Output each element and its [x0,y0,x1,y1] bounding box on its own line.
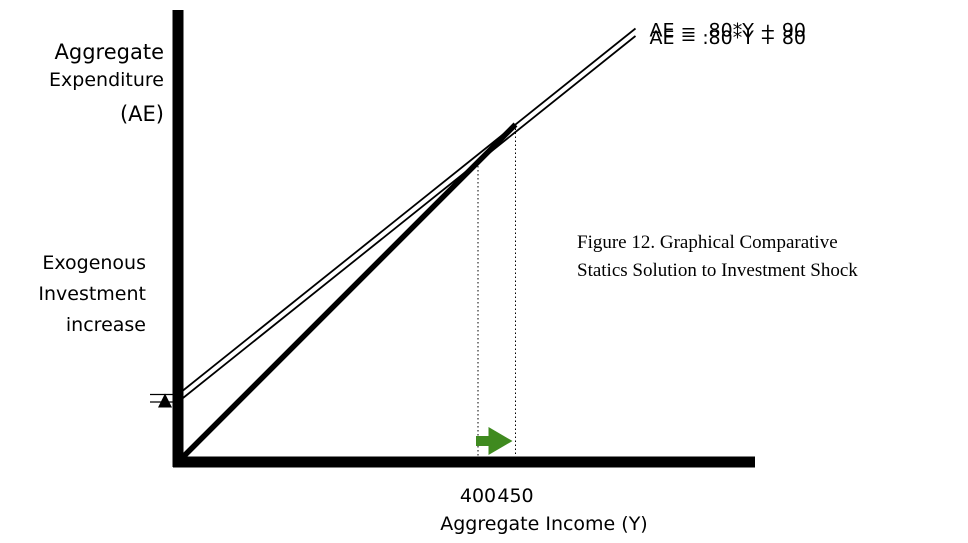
ylabel-line-3: (AE) [120,102,164,126]
figure-caption-line-2: Statics Solution to Investment Shock [577,260,858,281]
x-tick-label-400: 400 [460,485,496,507]
shock-label-line-1: Exogenous [42,252,146,274]
ylabel-line-1: Aggregate [55,40,164,64]
shift-arrow-head [488,427,513,455]
shock-arrow-head [158,393,172,408]
ae-line-1 [177,27,637,396]
shock-label-line-2: Investment [38,283,146,305]
ae-line-label-1: AE = .80*Y + 90 [650,20,807,42]
x-tick-label-450: 450 [497,485,533,507]
ae-line-2 [177,35,637,403]
ae-line-label-2: AE = .80*Y + 80 [650,27,807,49]
shift-arrow-shaft [476,436,493,446]
figure-caption-line-1: Figure 12. Graphical Comparative [577,232,838,253]
shock-label-line-3: increase [66,314,146,336]
forty-five-degree-line [176,122,518,464]
ylabel-line-2: Expenditure [49,69,164,91]
x-axis-label: Aggregate Income (Y) [440,513,647,535]
